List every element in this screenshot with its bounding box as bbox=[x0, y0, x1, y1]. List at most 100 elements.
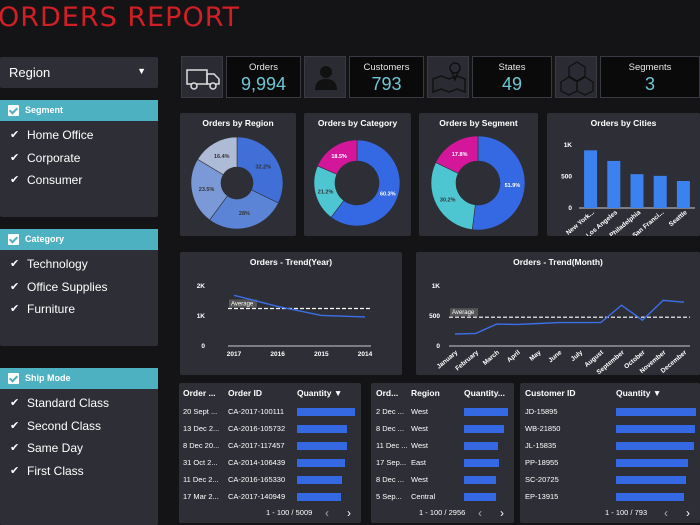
pie-slice[interactable] bbox=[190, 158, 228, 221]
column-header[interactable]: Quantity ▼ bbox=[616, 388, 662, 398]
table-row[interactable]: 8 Dec 20... CA-2017-117457 bbox=[179, 437, 361, 453]
table-cell: 31 Oct 2... bbox=[183, 458, 218, 467]
pie-slice[interactable] bbox=[435, 135, 479, 174]
table-cell: CA-2017-140949 bbox=[228, 492, 286, 501]
table-row[interactable]: 2 Dec ... West bbox=[371, 403, 514, 419]
y-tick-label: 0 bbox=[201, 343, 205, 350]
table-row[interactable]: 20 Sept ... CA-2017-100111 bbox=[179, 403, 361, 419]
orders-by-region-panel: Orders by Region 32.2% 28% 23.5% 16.4% bbox=[180, 113, 296, 236]
table-row[interactable]: JL-15835 bbox=[520, 437, 700, 453]
kpi-states: States 49 bbox=[472, 56, 552, 98]
category-filter-header[interactable]: Category bbox=[0, 229, 158, 250]
check-icon: ✔ bbox=[10, 151, 20, 164]
pie-slice[interactable] bbox=[209, 189, 279, 230]
bar[interactable] bbox=[607, 160, 621, 208]
pie-slice[interactable] bbox=[197, 136, 238, 176]
prev-page-icon[interactable]: ‹ bbox=[478, 506, 482, 520]
table-row[interactable]: 8 Dec ... West bbox=[371, 420, 514, 436]
slice-label: 16.4% bbox=[214, 154, 230, 160]
ship-mode-filter: Ship Mode ✔ Standard Class ✔ Second Class … bbox=[0, 368, 158, 525]
table-cell: West bbox=[411, 441, 428, 450]
slice-label: 28% bbox=[239, 211, 250, 217]
quantity-bar bbox=[297, 476, 343, 484]
quantity-bar bbox=[616, 459, 688, 467]
next-page-icon[interactable]: › bbox=[347, 506, 351, 520]
checkbox-icon[interactable] bbox=[8, 234, 19, 245]
table-row[interactable]: EP-13915 bbox=[520, 488, 700, 504]
x-tick-label: 2016 bbox=[270, 351, 285, 358]
filter-item-corporate[interactable]: ✔ Corporate bbox=[10, 150, 81, 165]
column-header[interactable]: Quantity ▼ bbox=[297, 388, 343, 398]
pie-slice[interactable] bbox=[471, 135, 526, 231]
segment-filter: Segment ✔ Home Office ✔ Corporate ✔ Consume… bbox=[0, 100, 158, 217]
pie-slice[interactable] bbox=[330, 139, 401, 227]
y-tick-label: 1K bbox=[564, 142, 573, 149]
pie-slice[interactable] bbox=[317, 139, 358, 175]
filter-item-office-supplies[interactable]: ✔ Office Supplies bbox=[10, 279, 108, 294]
x-tick-label: 2015 bbox=[314, 351, 329, 358]
table-row[interactable]: 11 Dec ... West bbox=[371, 437, 514, 453]
table-row[interactable]: 8 Dec ... West bbox=[371, 471, 514, 487]
region-dropdown[interactable]: Region ▼ bbox=[0, 57, 158, 88]
filter-item-home-office[interactable]: ✔ Home Office bbox=[10, 128, 94, 142]
check-icon: ✔ bbox=[10, 303, 20, 315]
table-row[interactable]: PP-18955 bbox=[520, 454, 700, 470]
pie-slice[interactable] bbox=[236, 136, 284, 204]
region-dropdown-label: Region bbox=[9, 65, 51, 80]
table-row[interactable]: 17 Sep... East bbox=[371, 454, 514, 470]
filter-item-standard-class[interactable]: ✔ Standard Class bbox=[10, 396, 110, 410]
filter-item-same-day[interactable]: ✔ Same Day bbox=[10, 441, 84, 455]
table-row[interactable]: JD-15895 bbox=[520, 403, 700, 419]
table-cell: JL-15835 bbox=[525, 441, 557, 450]
series-line[interactable] bbox=[454, 299, 685, 335]
column-header[interactable]: Quantity... bbox=[464, 388, 505, 398]
table-cell: 5 Sep... bbox=[376, 492, 402, 501]
table-cell: East bbox=[411, 458, 427, 467]
segment-filter-header[interactable]: Segment bbox=[0, 100, 158, 121]
next-page-icon[interactable]: › bbox=[500, 506, 504, 520]
bar[interactable] bbox=[584, 150, 598, 208]
filter-item-first-class[interactable]: ✔ First Class bbox=[10, 463, 84, 478]
table-row[interactable]: SC-20725 bbox=[520, 471, 700, 487]
quantity-bar bbox=[297, 493, 341, 501]
column-header[interactable]: Order ... bbox=[183, 388, 216, 398]
truck-icon bbox=[181, 56, 223, 98]
bar[interactable] bbox=[676, 181, 690, 208]
filter-item-second-class[interactable]: ✔ Second Class bbox=[10, 418, 102, 433]
table-cell: WB-21850 bbox=[525, 424, 561, 433]
table-row[interactable]: 5 Sep... Central bbox=[371, 488, 514, 504]
column-header[interactable]: Ord... bbox=[376, 388, 399, 398]
column-header[interactable]: Region bbox=[411, 388, 440, 398]
filter-item-technology[interactable]: ✔ Technology bbox=[10, 257, 88, 271]
quantity-bar bbox=[297, 442, 347, 450]
table-row[interactable]: 13 Dec 2... CA-2016-105732 bbox=[179, 420, 361, 436]
column-header[interactable]: Order ID bbox=[228, 388, 263, 398]
pagination-label: 1 - 100 / 2956 bbox=[419, 508, 466, 517]
kpi-segments: Segments 3 bbox=[600, 56, 700, 98]
table-cell: 8 Dec 20... bbox=[183, 441, 220, 450]
prev-page-icon[interactable]: ‹ bbox=[325, 506, 329, 520]
next-page-icon[interactable]: › bbox=[686, 506, 690, 520]
check-icon: ✔ bbox=[10, 464, 20, 477]
checkbox-icon[interactable] bbox=[8, 105, 19, 116]
table-cell: CA-2017-100111 bbox=[228, 407, 285, 416]
table-row[interactable]: 11 Dec 2... CA-2016-165330 bbox=[179, 471, 361, 487]
checkbox-icon[interactable] bbox=[8, 373, 19, 384]
bar[interactable] bbox=[630, 174, 644, 208]
ship-mode-filter-header[interactable]: Ship Mode bbox=[0, 368, 158, 389]
table-row[interactable]: 17 Mar 2... CA-2017-140949 bbox=[179, 488, 361, 504]
pie-slice[interactable] bbox=[430, 162, 476, 230]
x-tick-label: February bbox=[454, 349, 480, 372]
prev-page-icon[interactable]: ‹ bbox=[664, 506, 668, 520]
filter-item-furniture[interactable]: ✔ Furniture bbox=[10, 302, 76, 316]
table-cell: 2 Dec ... bbox=[376, 407, 404, 416]
series-line[interactable] bbox=[233, 294, 366, 318]
filter-item-consumer[interactable]: ✔ Consumer bbox=[10, 173, 83, 187]
table-row[interactable]: 31 Oct 2... CA-2014-106439 bbox=[179, 454, 361, 470]
page-title: ORDERS REPORT bbox=[0, 2, 240, 33]
table-row[interactable]: WB-21850 bbox=[520, 420, 700, 436]
column-header[interactable]: Customer ID bbox=[525, 388, 576, 398]
bar[interactable] bbox=[653, 175, 667, 208]
orders-by-region-chart: 32.2% 28% 23.5% 16.4% bbox=[190, 136, 284, 230]
kpi-orders-value: 9,994 bbox=[240, 74, 287, 94]
